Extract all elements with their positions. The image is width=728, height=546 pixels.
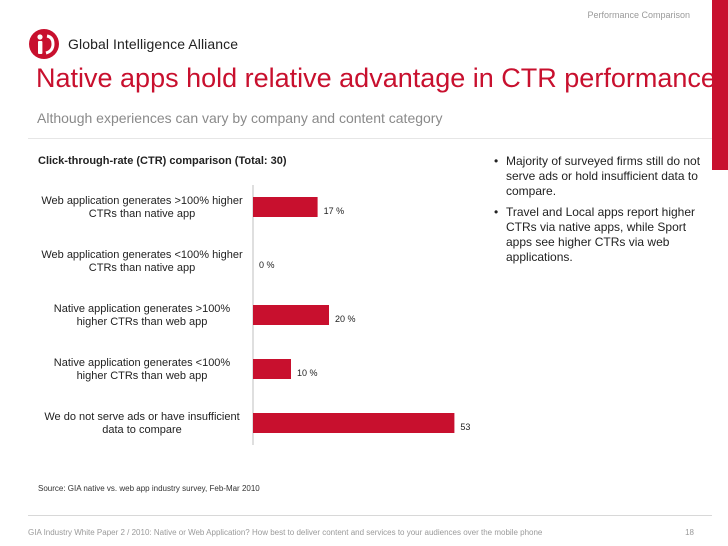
category-label-line: data to compare <box>102 424 182 436</box>
bars <box>253 197 455 433</box>
value-label: 17 % <box>324 206 345 216</box>
category-label: Web application generates <100% higher CT… <box>41 249 243 274</box>
category-label-line: higher CTRs than web app <box>77 370 208 382</box>
footer-text: GIA Industry White Paper 2 / 2010: Nativ… <box>28 528 543 537</box>
category-label-line: Web application generates >100% higher <box>41 195 243 207</box>
logo: Global Intelligence Alliance <box>28 28 238 60</box>
gia-logo-icon <box>29 29 59 59</box>
category-label-line: higher CTRs than web app <box>77 316 208 328</box>
source-note: Source: GIA native vs. web app industry … <box>38 484 260 493</box>
value-labels: 17 % 0 % 20 % 10 % 53 % <box>259 206 470 432</box>
category-label-line: Native application generates >100% <box>54 303 231 315</box>
section-label: Performance Comparison <box>587 10 690 20</box>
value-label: 0 % <box>259 260 275 270</box>
accent-bar <box>712 0 728 170</box>
category-label: Native application generates <100% higher… <box>54 357 231 382</box>
bar <box>253 359 291 379</box>
bar <box>253 413 455 433</box>
category-label-line: CTRs than native app <box>89 208 195 220</box>
footer-divider <box>28 515 712 516</box>
category-label-line: Web application generates <100% higher <box>41 249 243 261</box>
bar <box>253 197 318 217</box>
value-label: 20 % <box>335 314 356 324</box>
note-item: Travel and Local apps report higher CTRs… <box>492 205 704 265</box>
value-label: 10 % <box>297 368 318 378</box>
page-title: Native apps hold relative advantage in C… <box>36 63 716 93</box>
category-label-line: CTRs than native app <box>89 262 195 274</box>
category-labels: Web application generates >100% higher CT… <box>41 195 243 436</box>
bar <box>253 305 329 325</box>
page-subtitle: Although experiences can vary by company… <box>37 110 443 126</box>
chart-title: Click-through-rate (CTR) comparison (Tot… <box>38 155 287 167</box>
category-label: We do not serve ads or have insufficient… <box>44 411 239 436</box>
category-label: Web application generates >100% higher CT… <box>41 195 243 220</box>
logo-text: Global Intelligence Alliance <box>68 36 239 52</box>
ctr-bar-chart: Web application generates >100% higher CT… <box>41 185 470 445</box>
category-label-line: Native application generates <100% <box>54 357 231 369</box>
category-label-line: We do not serve ads or have insufficient <box>44 411 239 423</box>
category-label: Native application generates >100% higher… <box>54 303 231 328</box>
notes-list: Majority of surveyed firms still do not … <box>492 154 704 271</box>
divider <box>28 138 712 139</box>
page-number: 18 <box>685 528 694 537</box>
value-label: 53 % <box>460 422 470 432</box>
note-item: Majority of surveyed firms still do not … <box>492 154 704 199</box>
